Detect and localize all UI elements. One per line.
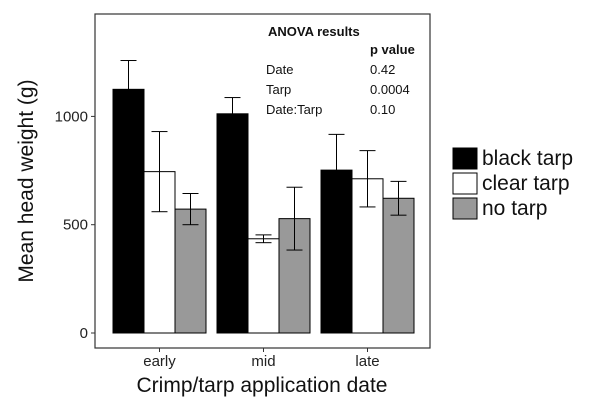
y-axis: 0 500 1000 [55,108,95,342]
x-axis: early mid late [143,348,380,370]
y-tick-label-0: 0 [80,325,88,342]
bar-mid-black-tarp [216,113,249,334]
legend-label-black-tarp: black tarp [482,147,573,170]
error-bar-early-clear-tarp [151,131,168,213]
anova-annotation: ANOVA results p value Date 0.42 Tarp 0.0… [266,24,415,117]
bar-early-black-tarp [112,88,145,334]
bar-mid-clear-tarp [247,238,280,334]
legend-item-no-tarp: no tarp [452,197,547,220]
anova-pvalue-header: p value [370,42,415,57]
error-bars-layer [120,60,407,251]
bar-late-no-tarp [382,197,415,334]
bar-mid-no-tarp [278,218,311,334]
x-tick-label-late: late [355,353,379,370]
y-tick-label-1000: 1000 [55,108,88,125]
legend-swatch-no-tarp [452,197,478,220]
anova-p-tarp: 0.0004 [370,82,410,97]
x-tick-label-mid: mid [251,353,275,370]
anova-p-date: 0.42 [370,62,395,77]
legend-swatch-clear-tarp [452,172,478,195]
legend-label-no-tarp: no tarp [482,197,547,220]
y-axis-title: Mean head weight (g) [15,79,38,282]
error-bar-late-black-tarp [328,133,345,207]
anova-term-date-tarp: Date:Tarp [266,102,322,117]
error-bar-late-no-tarp [390,180,407,216]
anova-term-tarp: Tarp [266,82,291,97]
error-bar-early-black-tarp [120,60,137,119]
error-bar-late-clear-tarp [359,150,376,208]
x-axis-title: Crimp/tarp application date [137,374,388,397]
error-bar-mid-no-tarp [286,186,303,251]
error-bar-mid-clear-tarp [255,234,272,244]
error-bar-mid-black-tarp [224,97,241,131]
x-tick-label-early: early [143,353,176,370]
y-tick-label-500: 500 [63,217,88,234]
legend-label-clear-tarp: clear tarp [482,172,570,195]
bar-early-clear-tarp [143,171,176,334]
legend-item-clear-tarp: clear tarp [452,172,570,195]
error-bar-early-no-tarp [182,193,199,226]
bar-early-no-tarp [174,208,207,334]
legend-swatch-black-tarp [452,147,478,170]
anova-term-date: Date [266,62,293,77]
anova-p-date-tarp: 0.10 [370,102,395,117]
legend-item-black-tarp: black tarp [452,147,573,170]
anova-title: ANOVA results [268,24,360,39]
